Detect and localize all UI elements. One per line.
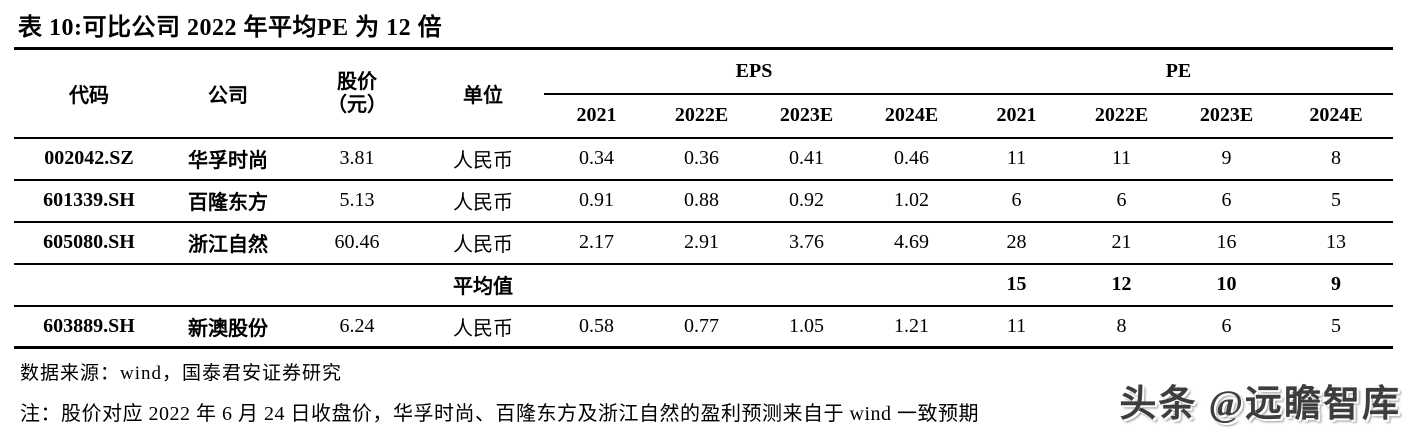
cell-price: 60.46	[334, 231, 380, 253]
cell-eps-empty	[754, 264, 859, 306]
data-source-text: 数据来源：wind，国泰君安证券研究	[20, 363, 343, 384]
cell-company: 新澳股份	[188, 317, 268, 340]
col-group-pe: PE	[964, 48, 1393, 95]
cell-eps-2022e: 0.88	[684, 189, 719, 211]
cell-eps-empty	[649, 264, 754, 306]
cell-unit: 人民币	[453, 234, 513, 256]
cell-pe-2023e: 6	[1221, 314, 1232, 337]
table-row-zhejiang: 605080.SH 浙江自然 60.46 人民币 2.17 2.91 3.76 …	[14, 222, 1393, 264]
header-group-row: 代码 公司 股价 （元） 单位 EPS PE	[14, 48, 1393, 116]
cell-eps-2023e: 3.76	[789, 231, 824, 253]
cell-pe-2024e: 5	[1331, 314, 1341, 337]
col-header-pe-2021: 2021	[996, 104, 1037, 126]
cell-pe-avg-2024e: 9	[1331, 273, 1341, 295]
col-header-eps-2021: 2021	[576, 104, 617, 126]
cell-eps-2021: 2.17	[579, 231, 614, 253]
cell-price: 3.81	[339, 147, 375, 169]
cell-code: 601339.SH	[43, 189, 135, 211]
watermark-toutiao-yuanzhan: 头条 @远瞻智库	[1119, 384, 1401, 425]
cell-eps-2024e: 1.21	[894, 314, 929, 337]
cell-eps-2024e: 1.02	[894, 189, 929, 211]
col-header-code: 代码	[69, 84, 109, 107]
cell-price-empty	[292, 264, 422, 306]
cell-unit: 人民币	[453, 317, 513, 340]
cell-code: 605080.SH	[43, 231, 135, 253]
cell-unit: 人民币	[453, 150, 513, 172]
cell-pe-2022e: 21	[1111, 231, 1132, 253]
cell-eps-empty	[544, 264, 649, 306]
comparable-companies-table: 代码 公司 股价 （元） 单位 EPS PE 2021 2022E 2023E …	[14, 47, 1393, 349]
cell-eps-2021: 0.58	[579, 314, 614, 337]
cell-pe-2023e: 6	[1221, 189, 1232, 211]
cell-eps-2022e: 0.36	[684, 147, 719, 169]
cell-eps-2023e: 0.92	[789, 189, 824, 211]
cell-eps-2022e: 0.77	[684, 314, 719, 337]
col-header-price-line2: （元）	[327, 94, 387, 117]
cell-code: 002042.SZ	[44, 147, 134, 169]
cell-eps-2021: 0.34	[579, 147, 614, 169]
table-title: 表 10:可比公司 2022 年平均PE 为 12 倍	[18, 15, 443, 41]
cell-pe-2021: 11	[1006, 314, 1027, 337]
cell-company: 浙江自然	[188, 234, 268, 256]
cell-price: 5.13	[339, 189, 375, 211]
cell-pe-2021: 6	[1011, 189, 1022, 211]
cell-eps-2024e: 4.69	[894, 231, 929, 253]
cell-eps-2021: 0.91	[579, 189, 614, 211]
col-header-eps-2023e: 2023E	[779, 104, 834, 126]
table-row-xinao: 603889.SH 新澳股份 6.24 人民币 0.58 0.77 1.05 1…	[14, 306, 1393, 348]
cell-pe-2023e: 16	[1216, 231, 1237, 253]
cell-pe-2021: 11	[1006, 147, 1027, 169]
col-header-pe-2023e: 2023E	[1199, 104, 1254, 126]
table-row-average: 平均值 15 12 10 9	[14, 264, 1393, 306]
cell-eps-2024e: 0.46	[894, 147, 929, 169]
col-header-price: 股价 （元）	[292, 49, 422, 138]
col-header-eps-2024e: 2024E	[884, 104, 939, 126]
cell-code: 603889.SH	[43, 314, 135, 337]
cell-pe-2023e: 9	[1221, 147, 1232, 169]
cell-pe-2021: 28	[1006, 231, 1027, 253]
header-year-row: 2021 2022E 2023E 2024E 2021 2022E 2023E …	[14, 94, 1393, 138]
table-row-bailong: 601339.SH 百隆东方 5.13 人民币 0.91 0.88 0.92 1…	[14, 180, 1393, 222]
cell-pe-avg-2021: 15	[1006, 273, 1027, 295]
col-header-pe-2024e: 2024E	[1309, 104, 1363, 126]
col-header-eps-2022e: 2022E	[674, 104, 729, 126]
col-header-company: 公司	[208, 84, 248, 107]
cell-unit: 人民币	[453, 192, 513, 214]
col-group-eps: EPS	[544, 48, 964, 95]
cell-company: 华孚时尚	[188, 150, 268, 172]
col-header-price-line1: 股价	[337, 71, 377, 94]
note-text: 注：股价对应 2022 年 6 月 24 日收盘价，华孚时尚、百隆东方及浙江自然…	[20, 403, 979, 425]
cell-average-label: 平均值	[453, 276, 513, 298]
cell-pe-2024e: 13	[1326, 231, 1346, 253]
cell-eps-2023e: 1.05	[789, 314, 824, 337]
cell-eps-2023e: 0.41	[789, 147, 824, 169]
cell-price: 6.24	[339, 314, 375, 337]
cell-pe-2024e: 5	[1331, 189, 1341, 211]
cell-pe-2024e: 8	[1331, 147, 1341, 169]
cell-eps-2022e: 2.91	[684, 231, 719, 253]
cell-eps-empty	[859, 264, 964, 306]
cell-company: 百隆东方	[188, 192, 268, 214]
col-header-pe-2022e: 2022E	[1094, 104, 1149, 126]
cell-pe-avg-2022e: 12	[1111, 273, 1132, 295]
col-header-unit: 单位	[463, 84, 503, 107]
table-row-huafu: 002042.SZ 华孚时尚 3.81 人民币 0.34 0.36 0.41 0…	[14, 138, 1393, 180]
cell-company-empty	[164, 264, 292, 306]
cell-code-empty	[14, 264, 164, 306]
cell-pe-2022e: 6	[1116, 189, 1127, 211]
cell-pe-2022e: 11	[1111, 147, 1132, 169]
cell-pe-avg-2023e: 10	[1216, 273, 1237, 295]
cell-pe-2022e: 8	[1116, 314, 1127, 337]
